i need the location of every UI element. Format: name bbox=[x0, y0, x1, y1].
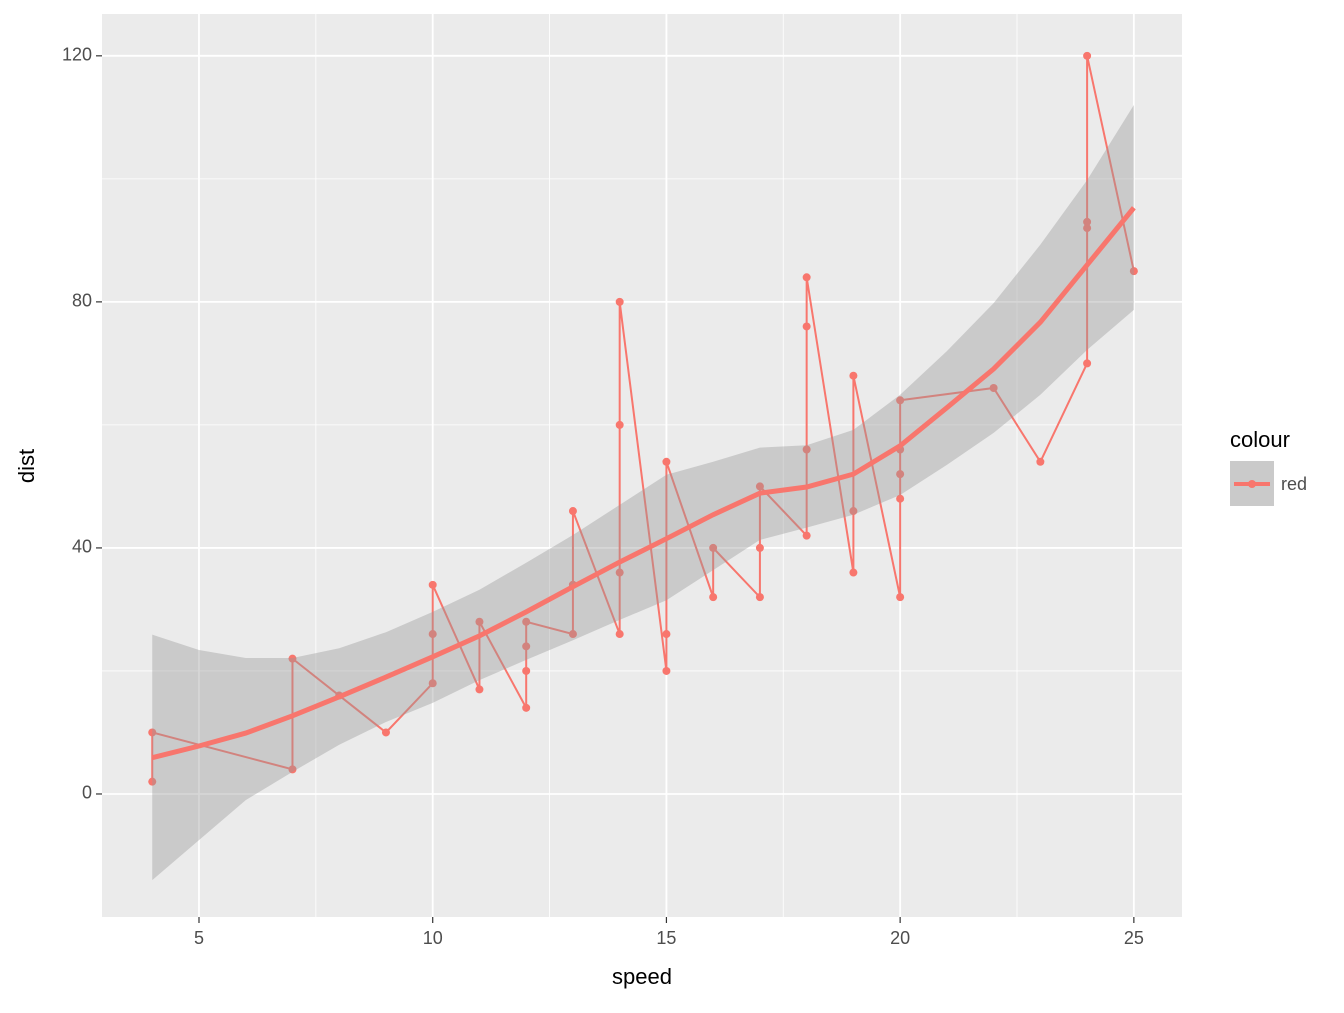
data-point bbox=[428, 630, 437, 639]
data-point bbox=[475, 685, 484, 694]
x-tick-label: 5 bbox=[194, 928, 204, 948]
y-tick-label: 120 bbox=[62, 45, 92, 65]
data-point bbox=[568, 630, 577, 639]
data-point bbox=[662, 630, 671, 639]
data-point bbox=[1083, 51, 1092, 60]
legend-label: red bbox=[1281, 474, 1307, 494]
data-point bbox=[1083, 359, 1092, 368]
data-point bbox=[755, 543, 764, 552]
x-tick-label: 10 bbox=[423, 928, 443, 948]
data-point bbox=[755, 482, 764, 491]
data-point bbox=[522, 617, 531, 626]
legend-title: colour bbox=[1230, 427, 1290, 452]
data-point bbox=[709, 593, 718, 602]
data-point bbox=[1129, 267, 1138, 276]
legend bbox=[1234, 480, 1270, 488]
data-point bbox=[662, 457, 671, 466]
data-point bbox=[662, 666, 671, 675]
data-point bbox=[849, 568, 858, 577]
data-point bbox=[568, 507, 577, 516]
data-point bbox=[896, 494, 905, 503]
marks bbox=[148, 51, 1138, 881]
y-tick-label: 40 bbox=[72, 537, 92, 557]
x-tick-label: 25 bbox=[1124, 928, 1144, 948]
data-point bbox=[849, 371, 858, 380]
data-point bbox=[1036, 457, 1045, 466]
y-tick-label: 80 bbox=[72, 291, 92, 311]
data-point bbox=[896, 396, 905, 405]
data-point bbox=[428, 580, 437, 589]
data-point bbox=[709, 543, 718, 552]
data-point bbox=[615, 297, 624, 306]
data-point bbox=[896, 470, 905, 479]
data-point bbox=[522, 703, 531, 712]
data-point bbox=[896, 593, 905, 602]
data-point bbox=[755, 593, 764, 602]
data-point bbox=[148, 777, 157, 786]
data-point bbox=[802, 445, 811, 454]
data-point bbox=[1083, 224, 1092, 233]
data-point bbox=[288, 654, 297, 663]
data-point bbox=[802, 531, 811, 540]
data-point bbox=[802, 322, 811, 331]
data-point bbox=[381, 728, 390, 737]
data-point bbox=[522, 642, 531, 651]
x-axis-title: speed bbox=[612, 964, 672, 989]
smooth-line bbox=[151, 206, 1136, 761]
data-point bbox=[989, 383, 998, 392]
x-tick-label: 15 bbox=[656, 928, 676, 948]
x-tick-label: 20 bbox=[890, 928, 910, 948]
data-point bbox=[1083, 217, 1092, 226]
legend-dot bbox=[1248, 480, 1256, 488]
confidence-band bbox=[152, 105, 1134, 881]
data-point bbox=[428, 679, 437, 688]
y-tick-label: 0 bbox=[82, 783, 92, 803]
data-point bbox=[615, 630, 624, 639]
data-point bbox=[615, 420, 624, 429]
data-point bbox=[802, 273, 811, 282]
data-point bbox=[615, 568, 624, 577]
data-point bbox=[849, 507, 858, 516]
data-point bbox=[148, 728, 157, 737]
y-axis-title: dist bbox=[14, 449, 39, 483]
data-point bbox=[522, 666, 531, 675]
data-point bbox=[475, 617, 484, 626]
data-point bbox=[288, 765, 297, 774]
